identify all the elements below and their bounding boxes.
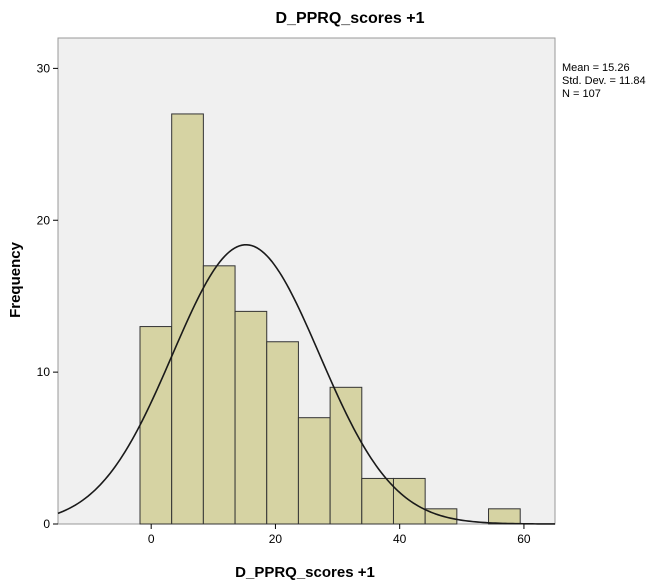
chart-title: D_PPRQ_scores +1: [276, 10, 425, 27]
histogram-bar-0: [139, 326, 173, 525]
x-tick-label-40: 40: [393, 532, 407, 546]
histogram-bar-7: [361, 477, 394, 525]
x-axis-label: D_PPRQ_scores +1: [235, 564, 375, 581]
stat-mean: Mean = 15.26: [562, 62, 630, 74]
normal-curve: [57, 243, 556, 525]
histogram-bar-6: [329, 386, 363, 525]
y-axis: 0 10 20 30: [37, 61, 58, 531]
stat-n: N = 107: [562, 88, 601, 100]
y-axis-label: Frequency: [7, 241, 24, 318]
histogram-bar-2: [202, 265, 236, 525]
x-tick-label-20: 20: [269, 532, 283, 546]
histogram-bar-3: [234, 310, 268, 525]
y-tick-label-10: 10: [37, 365, 51, 379]
histogram-bar-11: [488, 508, 521, 525]
x-tick-label-0: 0: [148, 532, 155, 546]
y-tick-label-20: 20: [37, 213, 51, 227]
histogram-bar-5: [297, 417, 331, 525]
y-tick-label-30: 30: [37, 61, 51, 75]
y-tick-label-0: 0: [43, 517, 50, 531]
x-tick-label-60: 60: [517, 532, 531, 546]
histogram-bar-4: [266, 341, 299, 525]
x-axis: 0 20 40 60: [148, 524, 531, 546]
stat-std-dev: Std. Dev. = 11.84: [562, 75, 646, 87]
